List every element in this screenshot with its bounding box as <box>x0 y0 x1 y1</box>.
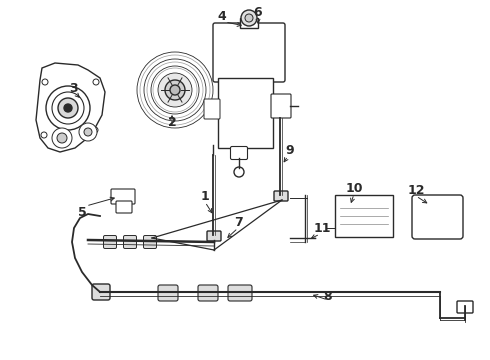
FancyBboxPatch shape <box>230 147 247 159</box>
Text: 5: 5 <box>77 206 86 219</box>
Circle shape <box>158 73 192 107</box>
Circle shape <box>92 127 98 133</box>
Polygon shape <box>36 63 105 152</box>
Circle shape <box>58 98 78 118</box>
FancyBboxPatch shape <box>228 285 252 301</box>
Circle shape <box>52 92 84 124</box>
Circle shape <box>241 10 257 26</box>
Circle shape <box>52 128 72 148</box>
Text: 12: 12 <box>407 184 425 197</box>
FancyBboxPatch shape <box>158 285 178 301</box>
Circle shape <box>165 80 185 100</box>
Text: 2: 2 <box>168 116 176 129</box>
FancyBboxPatch shape <box>198 285 218 301</box>
Text: 4: 4 <box>218 9 226 22</box>
FancyBboxPatch shape <box>412 195 463 239</box>
Text: 9: 9 <box>286 144 294 157</box>
Bar <box>335 195 393 237</box>
FancyBboxPatch shape <box>123 235 137 248</box>
Text: 11: 11 <box>313 221 331 234</box>
FancyBboxPatch shape <box>213 23 285 82</box>
Circle shape <box>46 86 90 130</box>
Circle shape <box>84 128 92 136</box>
Circle shape <box>41 132 47 138</box>
Text: 8: 8 <box>324 289 332 302</box>
Circle shape <box>42 79 48 85</box>
Circle shape <box>245 14 253 22</box>
Bar <box>240 18 258 28</box>
FancyBboxPatch shape <box>274 191 288 201</box>
FancyBboxPatch shape <box>116 201 132 213</box>
Bar <box>218 78 273 148</box>
Text: 7: 7 <box>234 216 243 229</box>
Circle shape <box>57 133 67 143</box>
FancyBboxPatch shape <box>207 231 221 241</box>
FancyBboxPatch shape <box>92 284 110 300</box>
FancyBboxPatch shape <box>103 235 117 248</box>
Circle shape <box>79 123 97 141</box>
Circle shape <box>64 104 72 112</box>
Circle shape <box>151 66 199 114</box>
FancyBboxPatch shape <box>144 235 156 248</box>
Circle shape <box>234 167 244 177</box>
Circle shape <box>137 52 213 128</box>
FancyBboxPatch shape <box>204 99 220 119</box>
FancyBboxPatch shape <box>457 301 473 313</box>
Text: 6: 6 <box>254 5 262 18</box>
Text: 3: 3 <box>69 81 77 94</box>
FancyBboxPatch shape <box>271 94 291 118</box>
FancyBboxPatch shape <box>111 189 135 204</box>
Circle shape <box>93 79 99 85</box>
Text: 10: 10 <box>345 181 363 194</box>
Text: 1: 1 <box>200 189 209 202</box>
Circle shape <box>144 59 206 121</box>
Circle shape <box>170 85 180 95</box>
